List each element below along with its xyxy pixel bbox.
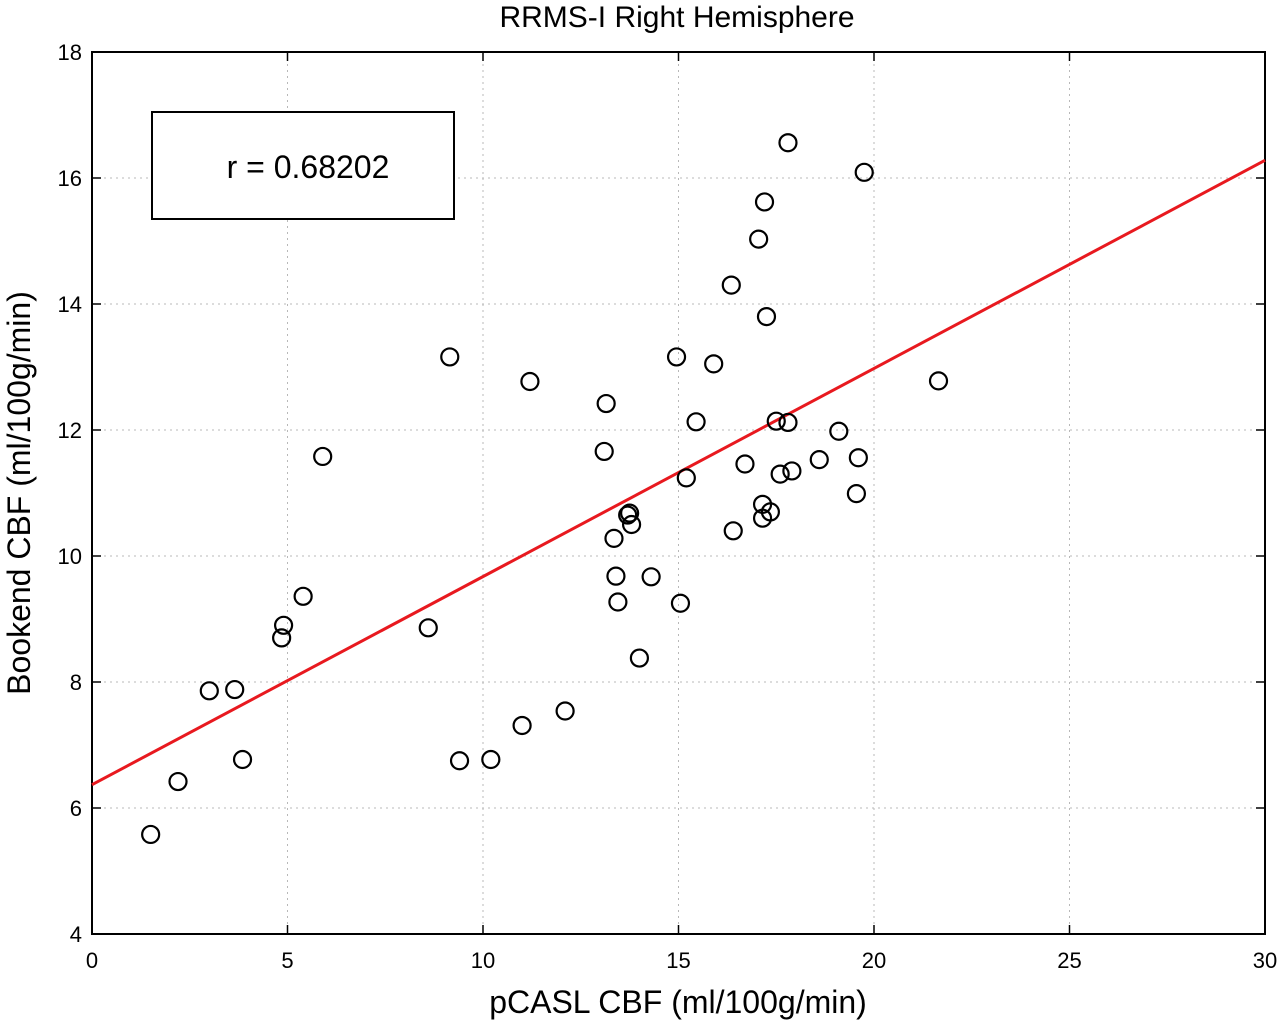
- data-point: [854, 162, 874, 182]
- y-tick-label: 14: [58, 292, 82, 317]
- data-point: [594, 441, 614, 462]
- data-point: [620, 503, 640, 523]
- data-point: [418, 618, 438, 638]
- data-point: [723, 521, 743, 541]
- data-point: [848, 448, 868, 468]
- data-point: [770, 464, 790, 484]
- y-tick-labels: 4 6 8 10 12 14 16 18: [58, 40, 82, 947]
- chart-title: RRMS-I Right Hemisphere: [499, 1, 854, 34]
- y-tick-label: 16: [58, 166, 82, 191]
- x-tick-label: 25: [1057, 948, 1081, 973]
- data-point: [778, 412, 798, 433]
- data-point: [168, 771, 188, 792]
- data-point: [756, 307, 777, 327]
- x-tick-label: 0: [86, 948, 98, 973]
- data-point: [440, 347, 460, 367]
- data-point: [555, 701, 575, 721]
- data-point: [199, 681, 219, 701]
- data-point: [641, 567, 661, 587]
- data-point: [232, 749, 253, 770]
- data-point: [629, 648, 650, 668]
- x-tick-label: 20: [862, 948, 886, 973]
- data-point: [520, 371, 540, 392]
- x-tick-label: 10: [471, 948, 495, 973]
- correlation-annotation: r = 0.68202: [227, 149, 390, 185]
- data-point: [225, 679, 245, 700]
- data-point: [778, 133, 798, 153]
- data-point: [735, 454, 755, 474]
- y-tick-label: 10: [58, 544, 82, 569]
- data-point: [481, 749, 501, 770]
- data-point: [670, 593, 691, 613]
- data-point: [618, 505, 638, 525]
- data-point: [809, 450, 829, 470]
- axis-ticks: [91, 51, 1266, 935]
- data-point: [606, 566, 626, 586]
- data-point: [604, 528, 624, 548]
- y-tick-label: 4: [70, 922, 82, 947]
- x-tick-label: 15: [666, 948, 690, 973]
- data-point: [141, 824, 161, 845]
- data-point: [829, 421, 849, 441]
- data-point: [621, 514, 642, 535]
- data-points: [141, 133, 949, 845]
- data-point: [273, 615, 294, 635]
- y-tick-label: 18: [58, 40, 82, 65]
- y-tick-label: 12: [58, 418, 82, 443]
- data-point: [686, 412, 706, 432]
- data-point: [749, 229, 769, 249]
- data-point: [766, 411, 786, 431]
- x-tick-labels: 0 5 10 15 20 25 30: [86, 948, 1277, 973]
- data-point: [754, 192, 775, 212]
- data-point: [596, 393, 616, 414]
- data-point: [293, 586, 313, 606]
- y-tick-label: 6: [70, 796, 82, 821]
- data-point: [272, 628, 292, 648]
- data-point: [721, 275, 741, 295]
- y-tick-label: 8: [70, 670, 82, 695]
- x-tick-label: 30: [1253, 948, 1277, 973]
- data-point: [760, 502, 780, 522]
- data-point: [313, 446, 333, 467]
- data-point: [449, 751, 470, 771]
- x-axis-label: pCASL CBF (ml/100g/min): [489, 984, 867, 1020]
- y-axis-label: Bookend CBF (ml/100g/min): [1, 291, 37, 695]
- data-point: [782, 461, 802, 481]
- data-point: [512, 715, 532, 736]
- data-point: [846, 484, 867, 504]
- data-point: [704, 354, 724, 374]
- x-tick-label: 5: [281, 948, 293, 973]
- data-point: [608, 592, 628, 612]
- data-point: [676, 468, 696, 488]
- data-point: [928, 371, 949, 391]
- data-point: [666, 347, 687, 367]
- correlation-annotation-box: [151, 111, 455, 220]
